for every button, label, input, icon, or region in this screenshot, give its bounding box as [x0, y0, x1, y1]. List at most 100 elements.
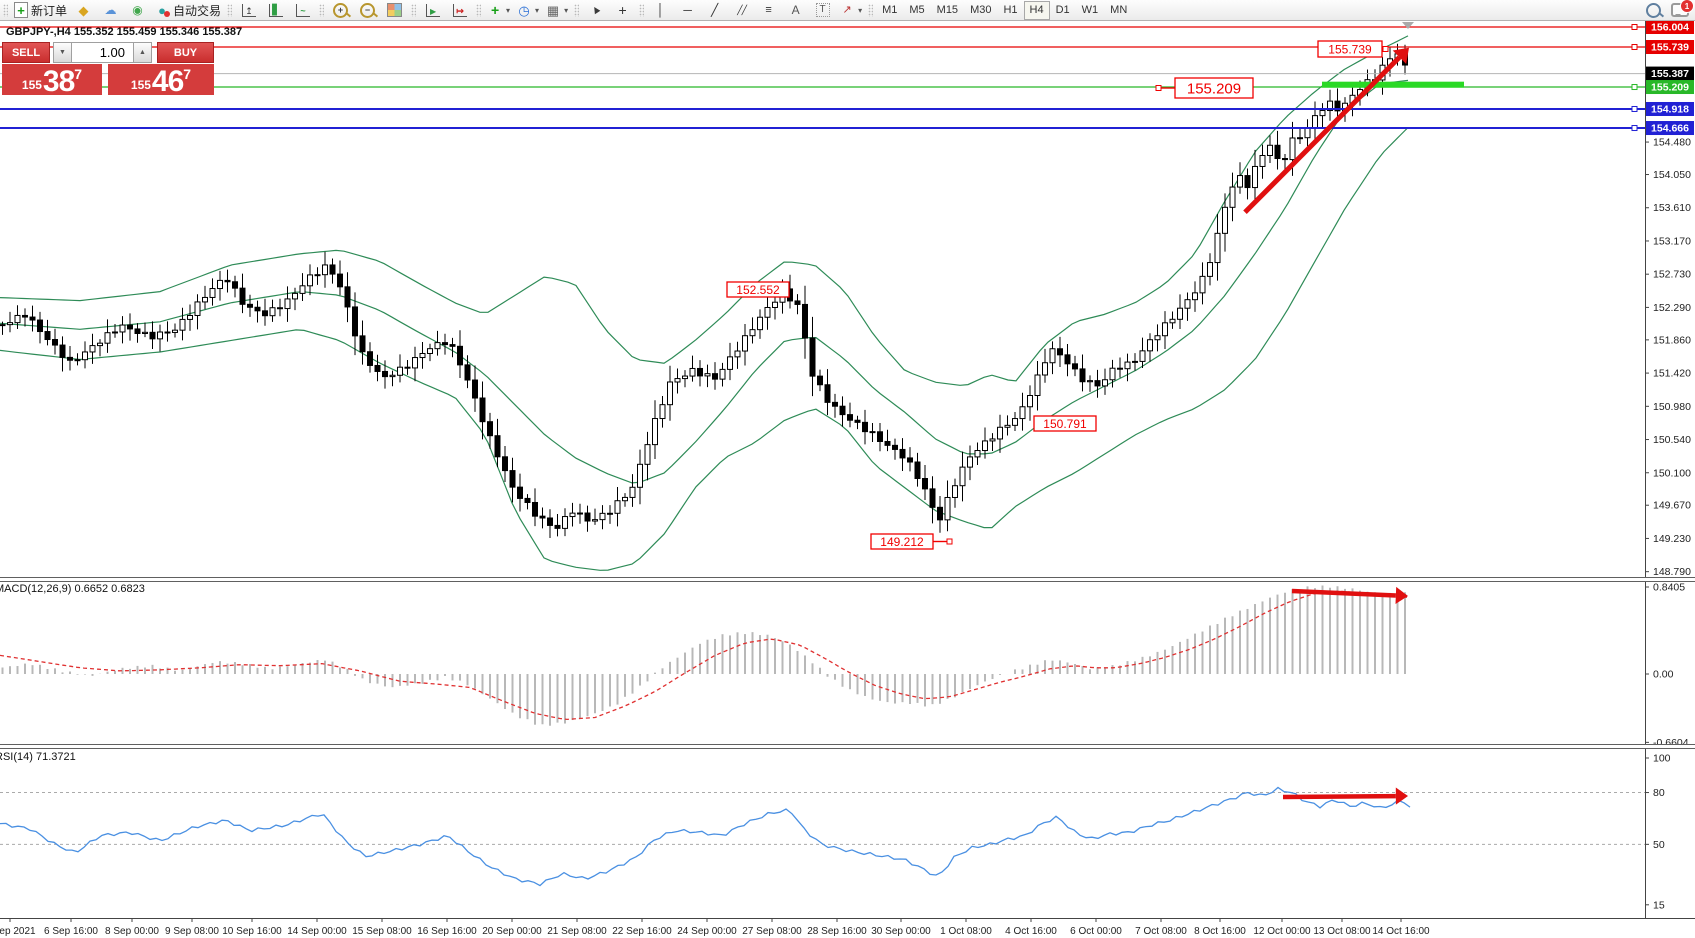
rsi-line	[0, 786, 1411, 887]
search-icon[interactable]	[1646, 2, 1661, 18]
sell-price-display[interactable]: 155 38 7	[2, 64, 102, 96]
chart-shift-button[interactable]: ↦	[446, 1, 473, 19]
chat-icon[interactable]: 1	[1671, 0, 1694, 17]
chart-shift-marker[interactable]	[1402, 22, 1414, 29]
vertical-line-icon: │	[656, 3, 665, 17]
periods-button[interactable]: ◷ ▾	[513, 1, 542, 19]
zoom-in-button[interactable]: +	[327, 1, 354, 19]
chart-shift-icon: ↦	[452, 3, 467, 17]
panel-splitter-rsi[interactable]	[0, 744, 1695, 749]
svg-text:13 Oct 08:00: 13 Oct 08:00	[1313, 926, 1371, 937]
text-button[interactable]: A	[782, 1, 809, 19]
volume-stepper: ▼ 1.00 ▲	[53, 42, 152, 63]
horizontal-line-button[interactable]: ─	[674, 1, 701, 19]
indicators-icon: +	[490, 2, 500, 18]
svg-text:6 Sep 16:00: 6 Sep 16:00	[44, 926, 98, 937]
candle-chart-button[interactable]: ▋	[262, 1, 289, 19]
buy-button[interactable]: BUY	[157, 42, 214, 63]
signals-icon: ◉	[132, 3, 143, 17]
timeframe-m15-button[interactable]: M15	[936, 4, 959, 16]
publish-button[interactable]: ☁	[97, 1, 124, 19]
svg-text:154.050: 154.050	[1653, 169, 1691, 181]
templates-button[interactable]: ▦ ▾	[542, 1, 571, 19]
bar-chart-button[interactable]: ↥	[235, 1, 262, 19]
zoom-out-button[interactable]: −	[354, 1, 381, 19]
toolbar-button-label: 新订单	[31, 3, 68, 18]
timeframe-w1-button[interactable]: W1	[1081, 4, 1099, 16]
styles-button[interactable]: ◆	[70, 1, 97, 19]
svg-text:150.100: 150.100	[1653, 467, 1691, 479]
green-highlight-bar[interactable]	[1322, 81, 1464, 88]
toolbar-grip[interactable]	[227, 3, 233, 17]
rsi-panel	[0, 786, 1645, 887]
timeframe-d1-button[interactable]: D1	[1055, 4, 1070, 16]
vertical-line-button[interactable]: │	[647, 1, 674, 19]
fibonacci-icon: ≡	[765, 3, 772, 16]
chevron-down-icon: ▾	[535, 5, 540, 15]
price-callouts[interactable]: 155.739 155.209 152.552 150.791 149.212	[726, 40, 1389, 550]
signals-button[interactable]: ◉	[124, 1, 151, 19]
toolbar-grip[interactable]	[411, 3, 417, 17]
crosshair-button[interactable]: +	[609, 1, 636, 19]
arrows-button[interactable]: ↗ ▾	[836, 1, 865, 19]
text-label-button[interactable]: T	[809, 1, 836, 19]
auto-trading-button[interactable]: ● 自动交易	[151, 1, 224, 19]
svg-text:149.670: 149.670	[1653, 500, 1691, 512]
channel-button[interactable]: ╱╱	[728, 1, 755, 19]
buy-price-display[interactable]: 155 46 7	[108, 64, 214, 98]
cursor-button[interactable]: ▲	[582, 1, 609, 19]
volume-input[interactable]: 1.00	[72, 42, 133, 63]
toolbar-grip[interactable]	[3, 3, 8, 17]
toolbar-grip[interactable]	[476, 3, 482, 17]
svg-text:28 Sep 16:00: 28 Sep 16:00	[807, 926, 867, 937]
timeframe-m30-button[interactable]: M30	[970, 4, 992, 16]
auto-scroll-button[interactable]: ▶	[419, 1, 446, 19]
toolbar-grip[interactable]	[574, 3, 580, 17]
new-order-button[interactable]: + 新订单	[11, 1, 70, 19]
arrows-icon: ↗	[842, 3, 852, 16]
svg-text:155.739: 155.739	[1328, 42, 1372, 56]
time-axis[interactable]: 3 Sep 2021 6 Sep 16:00 8 Sep 00:00 9 Sep 08…	[0, 918, 1695, 938]
bollinger-bands	[0, 35, 1409, 571]
buy-price-big: 46	[151, 64, 184, 98]
panel-splitter-macd[interactable]	[0, 577, 1695, 582]
tile-windows-button[interactable]	[381, 1, 408, 19]
svg-text:30 Sep 00:00: 30 Sep 00:00	[871, 926, 931, 937]
macd-signal-line	[0, 590, 1408, 721]
trend-arrow[interactable]	[1243, 47, 1409, 215]
svg-text:16 Sep 16:00: 16 Sep 16:00	[417, 926, 477, 937]
volume-decrease-button[interactable]: ▼	[53, 42, 72, 63]
indicators-button[interactable]: + ▾	[484, 1, 513, 19]
chevron-down-icon: ▾	[858, 5, 863, 15]
buy-price-small: 155	[130, 78, 151, 92]
svg-text:100: 100	[1653, 753, 1671, 765]
svg-text:20 Sep 00:00: 20 Sep 00:00	[482, 926, 542, 937]
svg-text:155.209: 155.209	[1651, 82, 1689, 94]
svg-text:155.387: 155.387	[1651, 68, 1689, 80]
timeframe-m5-button[interactable]: M5	[909, 4, 925, 16]
text-label-icon: T	[815, 3, 830, 17]
candlestick-series	[0, 43, 1408, 538]
svg-text:154.666: 154.666	[1651, 123, 1689, 135]
sell-price-small: 155	[21, 78, 42, 92]
toolbar-grip[interactable]	[639, 3, 645, 17]
timeframe-m1-button[interactable]: M1	[882, 4, 898, 16]
svg-text:150.980: 150.980	[1653, 401, 1691, 413]
timeframe-mn-button[interactable]: MN	[1110, 4, 1128, 16]
fibonacci-button[interactable]: ≡	[755, 1, 782, 19]
toolbar-grip[interactable]	[319, 3, 325, 17]
new-order-icon: +	[14, 2, 28, 18]
line-chart-button[interactable]: ~	[289, 1, 316, 19]
macd-indicator-label: MACD(12,26,9) 0.6652 0.6823	[0, 583, 145, 595]
toolbar-grip[interactable]	[868, 3, 874, 17]
timeframe-h4-button[interactable]: H4	[1023, 0, 1050, 20]
trendline-button[interactable]: ╱	[701, 1, 728, 19]
timeframe-h1-button[interactable]: H1	[1003, 4, 1018, 16]
sell-button[interactable]: SELL	[2, 42, 50, 63]
volume-increase-button[interactable]: ▲	[133, 42, 152, 63]
price-axis[interactable]: 154.480 154.050 153.610 153.170 152.730 152.2…	[1645, 20, 1694, 918]
svg-text:152.552: 152.552	[736, 283, 780, 297]
svg-text:151.860: 151.860	[1653, 334, 1691, 346]
svg-text:22 Sep 16:00: 22 Sep 16:00	[612, 926, 672, 937]
svg-text:151.420: 151.420	[1653, 368, 1691, 380]
